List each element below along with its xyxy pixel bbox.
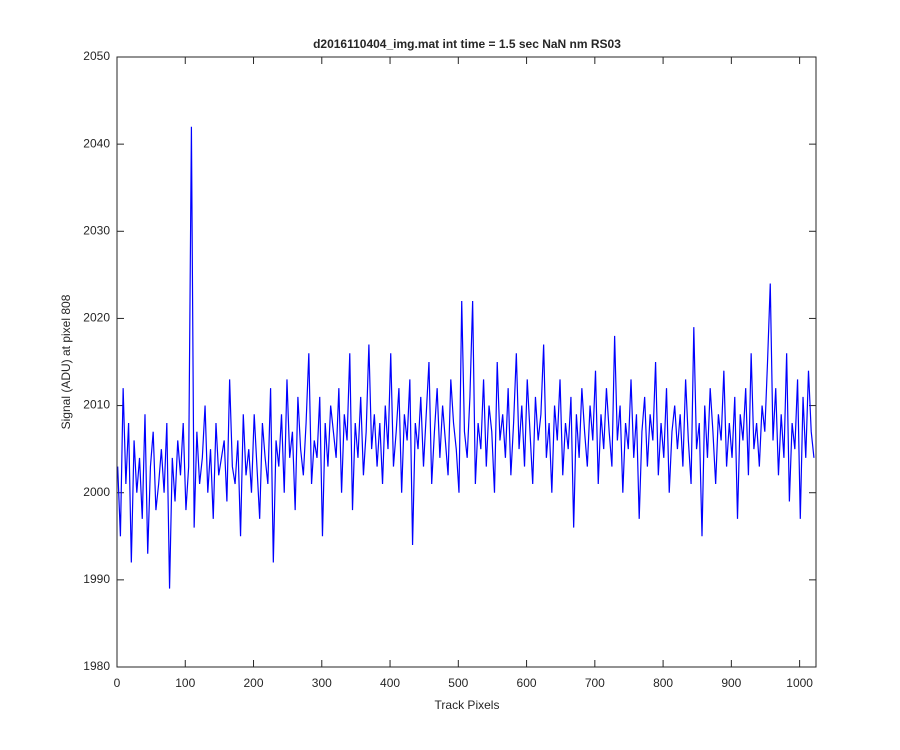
y-tick-label: 2030 xyxy=(83,223,110,237)
y-tick-label: 1980 xyxy=(83,659,110,673)
data-line xyxy=(117,126,815,589)
chart-title: d2016110404_img.mat int time = 1.5 sec N… xyxy=(313,37,621,51)
x-tick-label: 0 xyxy=(114,676,121,690)
x-tick-label: 1000 xyxy=(786,676,813,690)
x-axis-label: Track Pixels xyxy=(435,698,500,712)
x-tick-label: 200 xyxy=(244,676,264,690)
x-tick-label: 100 xyxy=(175,676,195,690)
x-tick-label: 300 xyxy=(312,676,332,690)
axes-box xyxy=(116,56,817,668)
x-tick-label: 500 xyxy=(448,676,468,690)
y-tick-label: 2050 xyxy=(83,49,110,63)
y-axis-label: Signal (ADU) at pixel 808 xyxy=(59,294,73,429)
y-tick-label: 1990 xyxy=(83,572,110,586)
y-tick-label: 2000 xyxy=(83,485,110,499)
x-tick-label: 900 xyxy=(721,676,741,690)
x-tick-label: 700 xyxy=(585,676,605,690)
x-tick-label: 400 xyxy=(380,676,400,690)
y-tick-label: 2040 xyxy=(83,136,110,150)
y-tick-label: 2020 xyxy=(83,311,110,325)
y-tick-label: 2010 xyxy=(83,398,110,412)
x-tick-label: 600 xyxy=(517,676,537,690)
x-tick-label: 800 xyxy=(653,676,673,690)
